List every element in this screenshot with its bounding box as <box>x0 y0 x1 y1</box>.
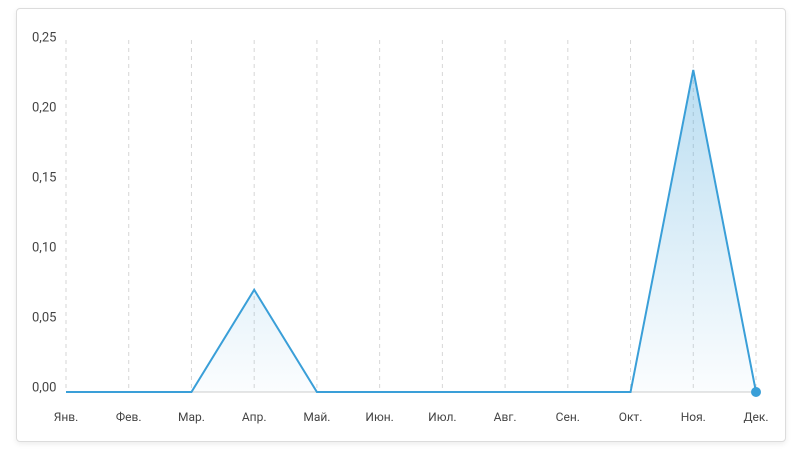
x-tick-label: Ноя. <box>681 410 706 424</box>
point-marker <box>751 387 761 397</box>
x-tick-label: Май. <box>303 410 330 424</box>
x-tick-label: Янв. <box>54 410 79 424</box>
x-tick-label: Дек. <box>743 410 768 424</box>
y-tick-label: 0,20 <box>32 100 56 115</box>
x-tick-label: Сен. <box>556 410 580 424</box>
x-tick-label: Апр. <box>242 410 267 424</box>
y-tick-label: 0,25 <box>32 30 56 45</box>
y-tick-label: 0,10 <box>32 240 56 255</box>
line <box>66 69 757 393</box>
x-tick-label: Июн. <box>365 410 393 424</box>
y-tick-label: 0,15 <box>32 170 56 185</box>
x-tick-label: Фев. <box>116 410 142 424</box>
x-tick-label: Июл. <box>428 410 456 424</box>
y-tick-label: 0,00 <box>32 380 56 395</box>
x-tick-label: Авг. <box>494 410 517 424</box>
y-tick-label: 0,05 <box>32 310 56 325</box>
area-fill <box>66 70 756 392</box>
x-tick-label: Окт. <box>619 410 643 424</box>
x-tick-label: Мар. <box>178 410 205 424</box>
